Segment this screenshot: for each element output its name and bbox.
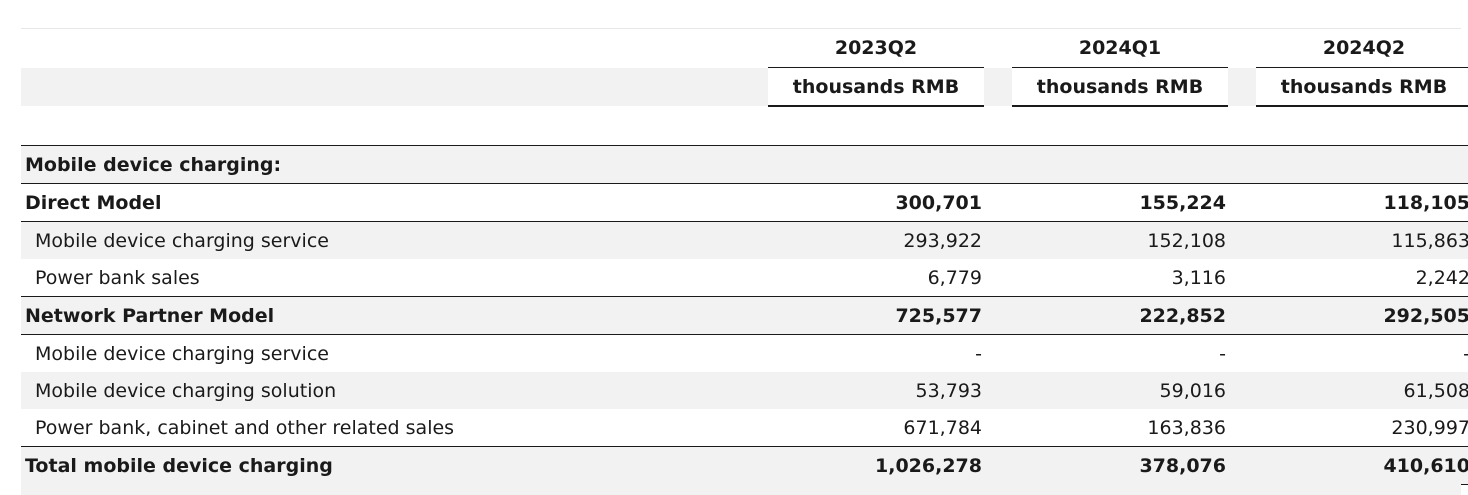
- cell-value: [1012, 145, 1228, 184]
- cell-value: 230,997: [1256, 409, 1468, 447]
- cell-value: [768, 145, 984, 184]
- row-label: Mobile device charging:: [21, 145, 754, 184]
- column-header-period: 2024Q2: [1256, 29, 1468, 68]
- table-row: Mobile device charging solution 53,793 59,…: [21, 372, 1468, 409]
- cell-value: 292,505: [1256, 296, 1468, 335]
- column-header-unit: thousands RMB: [1256, 67, 1468, 107]
- cell-value: 155,224: [1012, 183, 1228, 222]
- table-row: Power bank, cabinet and other related sa…: [21, 409, 1468, 447]
- cell-value: 300,701: [768, 183, 984, 222]
- table-row-subtotal: Direct Model 300,701 155,224 118,105: [21, 183, 1468, 222]
- column-header-period: 2024Q1: [1012, 29, 1228, 68]
- table-row-subtotal: Network Partner Model 725,577 222,852 292,5…: [21, 296, 1468, 335]
- column-header-period: 2023Q2: [768, 29, 984, 68]
- row-label: Network Partner Model: [21, 296, 754, 335]
- cell-value: [1256, 145, 1468, 184]
- financial-table-container: 2023Q2 2024Q1 2024Q2 thousands RMB thous…: [21, 28, 1468, 485]
- cell-value: 59,016: [1012, 372, 1228, 409]
- cell-value: -: [1219, 342, 1226, 365]
- row-label: Direct Model: [21, 183, 754, 222]
- header-blank-cell: [21, 67, 754, 106]
- header-period-row: 2023Q2 2024Q1 2024Q2: [21, 29, 1468, 68]
- row-label: Power bank, cabinet and other related sa…: [21, 409, 754, 447]
- cell-value: 1,026,278: [768, 446, 984, 485]
- column-header-unit: thousands RMB: [1012, 67, 1228, 107]
- cell-value: 6,779: [768, 259, 984, 297]
- row-label: Total mobile device charging: [21, 446, 754, 485]
- row-label: Mobile device charging service: [21, 221, 754, 259]
- row-label: Mobile device charging service: [35, 342, 329, 365]
- revenue-breakdown-table: 2023Q2 2024Q1 2024Q2 thousands RMB thous…: [21, 29, 1468, 485]
- cell-value: 671,784: [768, 409, 984, 447]
- row-label: Power bank sales: [21, 259, 754, 297]
- header-unit-row: thousands RMB thousands RMB thousands RM…: [21, 67, 1468, 107]
- cell-value: 61,508: [1256, 372, 1468, 409]
- cell-value: 378,076: [1012, 446, 1228, 485]
- next-row-strip: [21, 481, 1461, 495]
- cell-value: 725,577: [768, 296, 984, 335]
- table-row: Power bank sales 6,779 3,116 2,242: [21, 259, 1468, 297]
- header-blank-cell: [21, 29, 754, 68]
- table-row: Mobile device charging service 293,922 152…: [21, 221, 1468, 259]
- table-body: Mobile device charging: Direct Model 300,7…: [21, 145, 1468, 485]
- table-row-subtotal: Mobile device charging:: [21, 145, 1468, 184]
- cell-value: 115,863: [1256, 221, 1468, 259]
- cell-value: 222,852: [1012, 296, 1228, 335]
- cell-value: -: [975, 342, 982, 365]
- header-spacer-row: [21, 106, 1468, 146]
- cut-off-text-line: [0, 0, 1468, 6]
- cell-value: -: [1256, 335, 1468, 373]
- table-row: Mobile device charging service - - -: [21, 335, 1468, 373]
- cell-value: 163,836: [1012, 409, 1228, 447]
- row-label: Mobile device charging solution: [21, 372, 754, 409]
- cell-value: 2,242: [1256, 259, 1468, 297]
- cell-value: 53,793: [768, 372, 984, 409]
- cell-value: 293,922: [768, 221, 984, 259]
- column-header-unit: thousands RMB: [768, 67, 984, 107]
- table-row-subtotal: Total mobile device charging 1,026,278 378…: [21, 446, 1468, 485]
- cell-value: 118,105: [1256, 183, 1468, 222]
- cell-value: 3,116: [1012, 259, 1228, 297]
- cell-value: 410,610: [1256, 446, 1468, 485]
- cell-value: 152,108: [1012, 221, 1228, 259]
